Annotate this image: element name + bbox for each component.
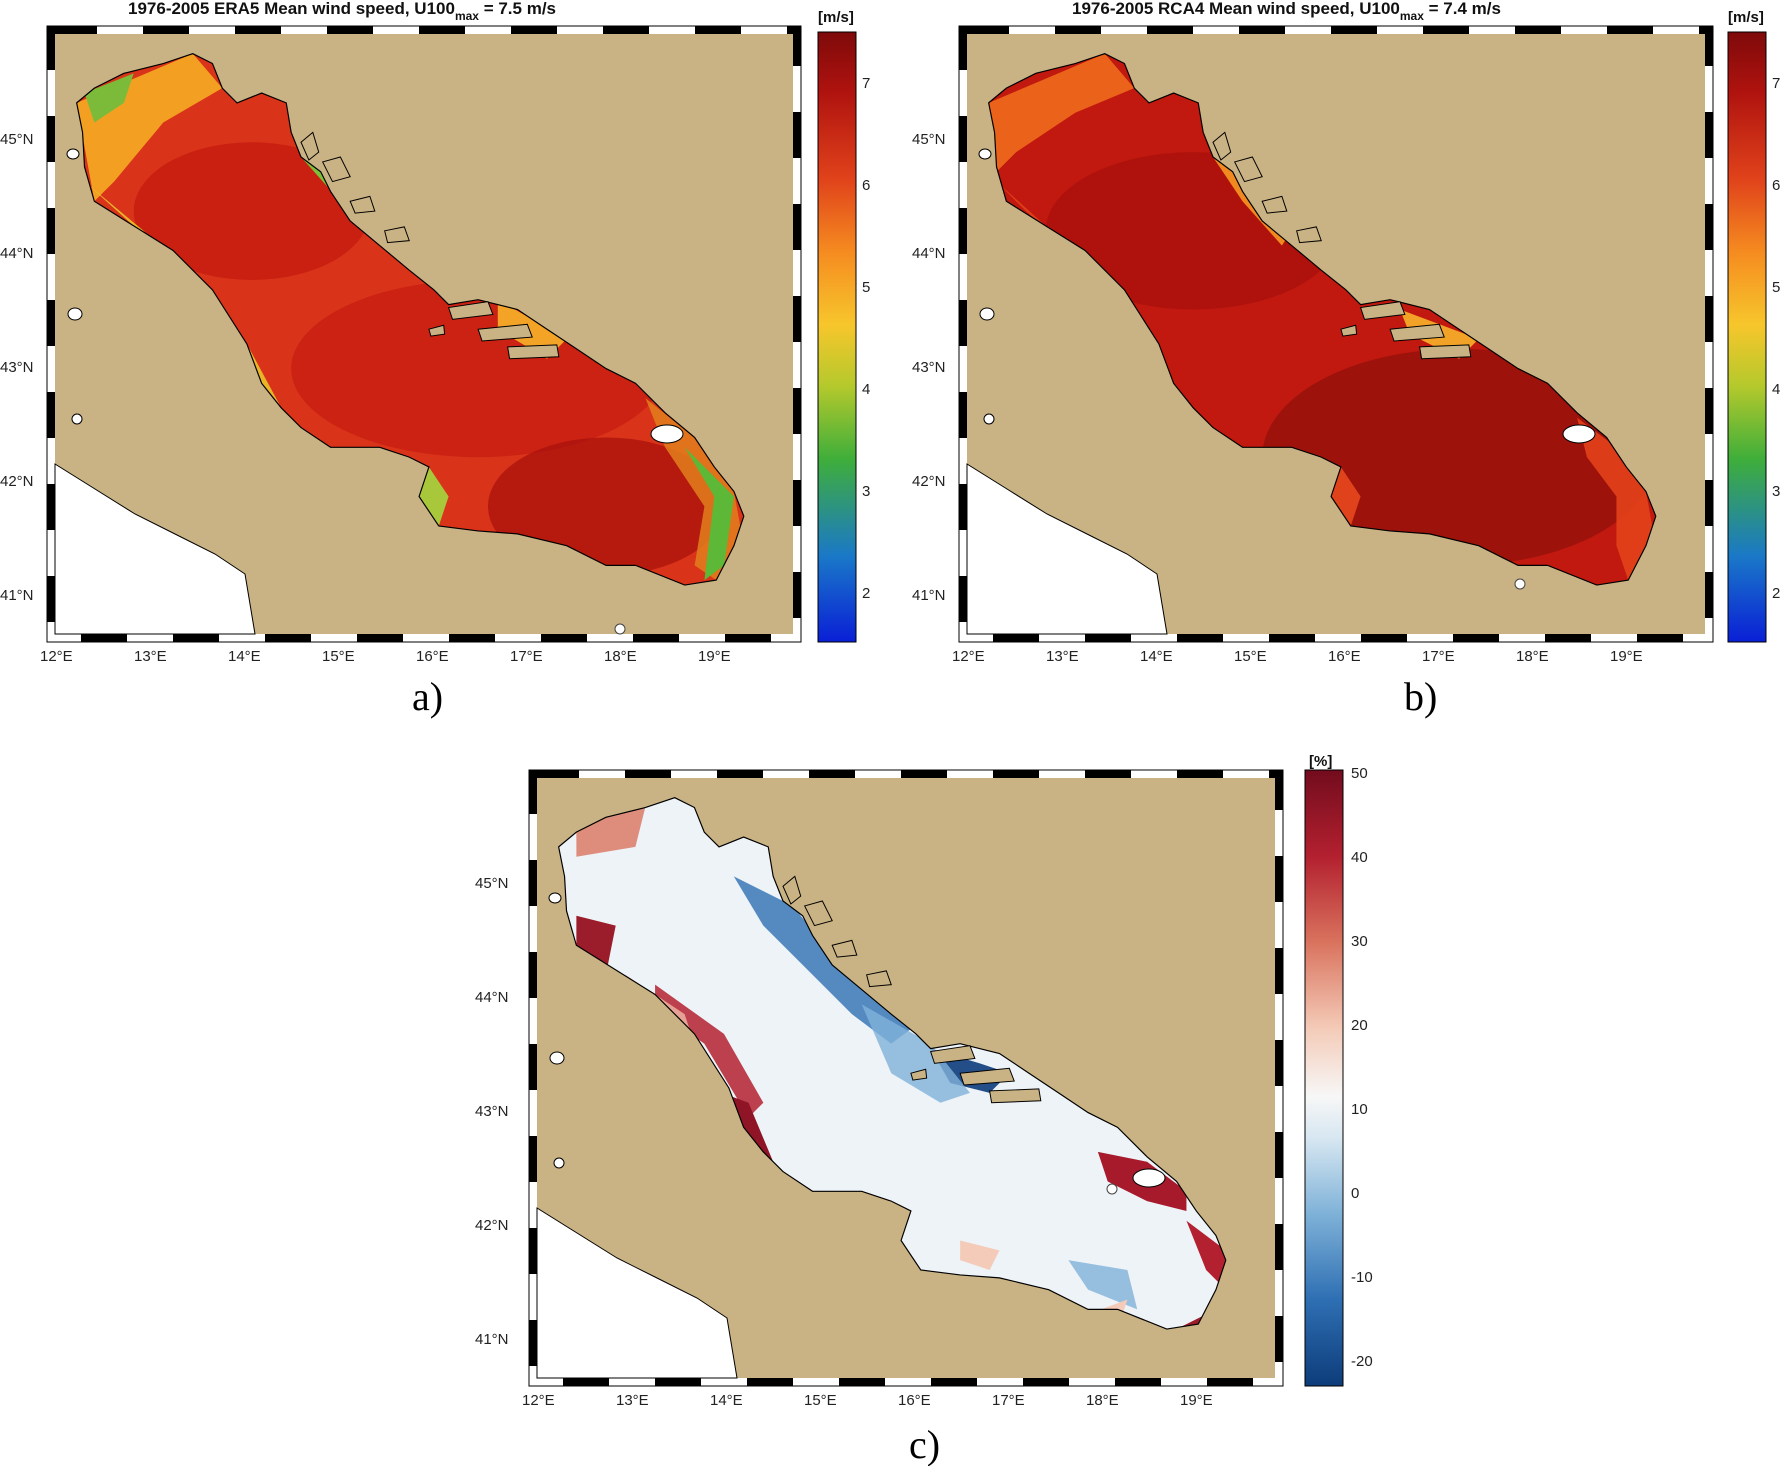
panel-b-title: 1976-2005 RCA4 Mean wind speed, U100max …	[1072, 0, 1501, 23]
svg-text:14°E: 14°E	[710, 1392, 743, 1409]
svg-text:18°E: 18°E	[604, 648, 637, 665]
svg-text:44°N: 44°N	[475, 989, 509, 1006]
svg-text:17°E: 17°E	[1422, 648, 1455, 665]
site-marker	[1106, 1183, 1118, 1195]
panel-c-map	[528, 769, 1284, 1387]
svg-text:44°N: 44°N	[0, 245, 34, 262]
panel-b: 1976-2005 RCA4 Mean wind speed, U100max …	[912, 0, 1780, 719]
svg-text:15°E: 15°E	[1234, 648, 1267, 665]
panel-a-lon-ticks: 12°E 13°E 14°E 15°E 16°E 17°E 18°E 19°E	[40, 648, 731, 665]
svg-text:12°E: 12°E	[522, 1392, 555, 1409]
svg-text:18°E: 18°E	[1086, 1392, 1119, 1409]
svg-text:19°E: 19°E	[698, 648, 731, 665]
lake-shkoder	[1562, 424, 1596, 444]
svg-text:44°N: 44°N	[912, 245, 946, 262]
svg-text:15°E: 15°E	[804, 1392, 837, 1409]
svg-text:10: 10	[1351, 1101, 1368, 1118]
svg-text:18°E: 18°E	[1516, 648, 1549, 665]
svg-text:7: 7	[1772, 75, 1780, 92]
panel-a-map	[46, 25, 802, 643]
svg-text:42°N: 42°N	[475, 1217, 509, 1234]
svg-text:0: 0	[1351, 1185, 1359, 1202]
panel-a-colorbar: [m/s] 7 6 5 4 3 2	[817, 9, 870, 643]
svg-text:14°E: 14°E	[1140, 648, 1173, 665]
svg-text:5: 5	[1772, 279, 1780, 296]
svg-text:12°E: 12°E	[40, 648, 73, 665]
panel-b-map	[958, 25, 1714, 643]
svg-text:-10: -10	[1351, 1269, 1373, 1286]
svg-text:41°N: 41°N	[912, 587, 946, 604]
svg-text:17°E: 17°E	[992, 1392, 1025, 1409]
svg-text:42°N: 42°N	[0, 473, 34, 490]
panel-b-colorbar: [m/s] 7 6 5 4 3 2	[1727, 9, 1780, 643]
svg-text:[m/s]: [m/s]	[1728, 9, 1764, 26]
svg-text:17°E: 17°E	[510, 648, 543, 665]
svg-text:19°E: 19°E	[1180, 1392, 1213, 1409]
svg-text:13°E: 13°E	[1046, 648, 1079, 665]
svg-text:13°E: 13°E	[134, 648, 167, 665]
svg-text:16°E: 16°E	[416, 648, 449, 665]
svg-text:2: 2	[1772, 585, 1780, 602]
panel-a-title: 1976-2005 ERA5 Mean wind speed, U100max …	[128, 0, 556, 23]
svg-text:7: 7	[862, 75, 870, 92]
site-marker	[1514, 578, 1526, 590]
svg-text:42°N: 42°N	[912, 473, 946, 490]
svg-text:3: 3	[1772, 483, 1780, 500]
svg-text:6: 6	[1772, 177, 1780, 194]
svg-text:3: 3	[862, 483, 870, 500]
svg-text:16°E: 16°E	[898, 1392, 931, 1409]
svg-text:[m/s]: [m/s]	[818, 9, 854, 26]
svg-text:16°E: 16°E	[1328, 648, 1361, 665]
svg-text:4: 4	[862, 381, 870, 398]
svg-text:5: 5	[862, 279, 870, 296]
svg-text:43°N: 43°N	[0, 359, 34, 376]
panel-c-label: c)	[909, 1422, 940, 1466]
svg-text:13°E: 13°E	[616, 1392, 649, 1409]
svg-text:30: 30	[1351, 933, 1368, 950]
svg-text:[%]: [%]	[1309, 753, 1332, 770]
svg-text:41°N: 41°N	[0, 587, 34, 604]
svg-text:12°E: 12°E	[952, 648, 985, 665]
svg-text:19°E: 19°E	[1610, 648, 1643, 665]
panel-b-lon-ticks: 12°E 13°E 14°E 15°E 16°E 17°E 18°E 19°E	[952, 648, 1643, 665]
svg-text:20: 20	[1351, 1017, 1368, 1034]
svg-text:6: 6	[862, 177, 870, 194]
panel-a: 1976-2005 ERA5 Mean wind speed, U100max …	[0, 0, 870, 719]
svg-text:14°E: 14°E	[228, 648, 261, 665]
panel-b-lat-ticks: 45°N 44°N 43°N 42°N 41°N	[912, 131, 946, 604]
panel-b-label: b)	[1404, 674, 1437, 719]
panel-a-label: a)	[412, 674, 443, 719]
lake-shkoder	[1132, 1168, 1166, 1188]
panel-c: 12°E 13°E 14°E 15°E 16°E 17°E 18°E 19°E …	[475, 753, 1373, 1466]
svg-text:2: 2	[862, 585, 870, 602]
svg-text:41°N: 41°N	[475, 1331, 509, 1348]
svg-text:45°N: 45°N	[0, 131, 34, 148]
site-marker	[614, 623, 626, 635]
panel-a-lat-ticks: 45°N 44°N 43°N 42°N 41°N	[0, 131, 34, 604]
lake-shkoder	[650, 424, 684, 444]
panel-c-lat-ticks: 45°N 44°N 43°N 42°N 41°N	[475, 875, 509, 1348]
svg-text:45°N: 45°N	[475, 875, 509, 892]
panel-c-colorbar: [%] 50 40 30 20 10 0 -10 -20	[1304, 753, 1373, 1387]
svg-text:4: 4	[1772, 381, 1780, 398]
svg-text:40: 40	[1351, 849, 1368, 866]
svg-text:15°E: 15°E	[322, 648, 355, 665]
svg-text:-20: -20	[1351, 1353, 1373, 1370]
svg-text:43°N: 43°N	[912, 359, 946, 376]
svg-text:45°N: 45°N	[912, 131, 946, 148]
svg-text:43°N: 43°N	[475, 1103, 509, 1120]
panel-c-lon-ticks: 12°E 13°E 14°E 15°E 16°E 17°E 18°E 19°E	[522, 1392, 1213, 1409]
svg-text:50: 50	[1351, 765, 1368, 782]
